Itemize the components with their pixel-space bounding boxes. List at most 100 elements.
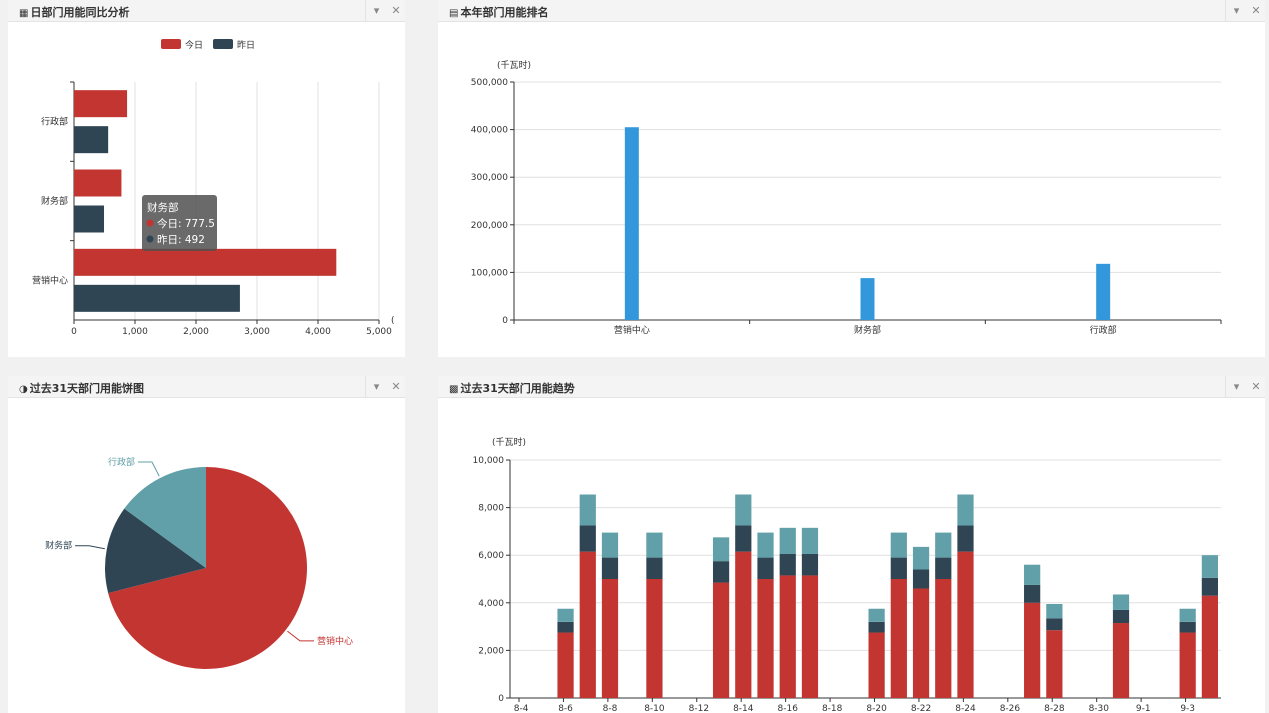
collapse-button[interactable]: ▾ [365, 0, 387, 22]
bar-segment [1024, 602, 1041, 698]
y-tick-label: 财务部 [41, 195, 68, 207]
calendar-icon: ▦ [19, 8, 29, 19]
collapse-button[interactable]: ▾ [1225, 0, 1247, 22]
x-tick-label: 8-26 [1000, 704, 1021, 713]
bar-segment [935, 579, 952, 698]
x-tick-label: 0 [71, 327, 77, 337]
bar-segment [890, 532, 907, 558]
x-tick-label: 1,000 [122, 327, 148, 337]
bar-segment [1201, 555, 1218, 578]
tooltip-box [142, 195, 217, 251]
legend-swatch [161, 39, 181, 49]
bar-segment [579, 551, 596, 698]
bar-segment [1112, 623, 1130, 698]
y-axis-unit: (千瓦时) [497, 59, 531, 71]
bar [74, 90, 128, 118]
collapse-button[interactable]: ▾ [1225, 376, 1247, 398]
x-tick-label: 8-18 [822, 704, 843, 713]
bar-segment [957, 494, 974, 526]
bar-segment [646, 557, 663, 579]
tooltip-title: 财务部 [147, 201, 179, 214]
x-tick-label: 9-1 [1136, 704, 1151, 713]
bar-segment [579, 494, 596, 526]
x-tick-label: 8-10 [644, 704, 665, 713]
pie-label: 财务部 [45, 540, 72, 552]
bar [74, 169, 122, 197]
daily-comparison-chart[interactable]: 今日 昨日 0 1,000 2,000 3,000 4,000 5,000(行政部财务部营销中… [8, 22, 405, 357]
x-tick-label: 营销中心 [614, 324, 650, 336]
close-button[interactable]: ✕ [1247, 376, 1265, 398]
x-tick-label: 8-28 [1044, 704, 1065, 713]
trend-chart[interactable]: (千瓦时) 0 2,000 4,000 6,000 8,000 10,000 8-4 8-6 8-… [438, 398, 1265, 713]
panel-title-text: 日部门用能同比分析 [30, 6, 130, 19]
bar-segment [1179, 621, 1196, 633]
bar [74, 126, 109, 154]
x-tick-label: 5,000 [366, 327, 392, 337]
bar-segment [557, 632, 574, 698]
legend-label: 今日 [185, 39, 203, 51]
tooltip-row: 昨日: 492 [157, 234, 205, 246]
pie-label: 营销中心 [317, 635, 353, 647]
bar-segment [1179, 608, 1196, 622]
panel-title: ◑ 过去31天部门用能饼图 [19, 380, 144, 396]
y-tick-label: 200,000 [471, 221, 508, 231]
bar-segment [757, 532, 774, 558]
pie-icon: ◑ [19, 384, 28, 395]
bar-segment [557, 621, 574, 633]
close-button[interactable]: ✕ [387, 376, 405, 398]
chevron-down-icon: ▾ [1233, 380, 1240, 393]
pie-slice [124, 467, 206, 568]
bar-segment [735, 551, 752, 698]
panel-title-text: 本年部门用能排名 [460, 6, 549, 19]
collapse-button[interactable]: ▾ [365, 376, 387, 398]
bar-segment [779, 575, 796, 698]
y-tick-label: 100,000 [471, 268, 508, 278]
y-tick-label: 8,000 [478, 504, 504, 514]
x-tick-label: 8-16 [778, 704, 799, 713]
bar [624, 127, 639, 320]
ranking-icon: ▤ [449, 8, 459, 19]
panel-title-text: 过去31天部门用能趋势 [460, 382, 575, 395]
bar-segment [1024, 584, 1041, 603]
y-tick-label: 0 [502, 316, 508, 326]
y-tick-label: 营销中心 [32, 274, 68, 286]
bar-segment [1024, 564, 1041, 585]
pie-chart[interactable]: 营销中心 财务部 行政部 [8, 398, 405, 713]
bar-segment [712, 537, 730, 562]
bar-segment [868, 621, 885, 633]
y-tick-label: 0 [498, 694, 504, 704]
panel-title-text: 过去31天部门用能饼图 [29, 382, 145, 395]
tooltip-dot [146, 235, 154, 243]
x-tick-label: 9-3 [1180, 704, 1195, 713]
annual-ranking-chart[interactable]: (千瓦时) 0 100,000 200,000 300,000 400,000 500,00… [438, 22, 1265, 357]
bar-segment [957, 551, 974, 698]
x-tick-label: 行政部 [1090, 324, 1117, 336]
panel-header: ▦ 日部门用能同比分析 ▾ ✕ [8, 0, 405, 22]
bar-segment [646, 579, 663, 698]
x-tick-label: 8-20 [866, 704, 887, 713]
axis-unit-label: ( [391, 316, 395, 326]
bar [74, 248, 337, 276]
y-tick-label: 6,000 [478, 551, 504, 561]
bar-segment [912, 588, 930, 698]
bar-segment [779, 527, 796, 555]
panel-header: ◑ 过去31天部门用能饼图 ▾ ✕ [8, 376, 405, 398]
legend-swatch [213, 39, 233, 49]
x-tick-label: 财务部 [854, 324, 881, 336]
bar [1096, 263, 1111, 320]
bar-segment [1112, 594, 1130, 610]
bar-segment [801, 554, 819, 576]
close-icon: ✕ [1251, 4, 1261, 17]
x-tick-label: 8-24 [955, 704, 976, 713]
bar-segment [735, 525, 752, 552]
y-tick-label: 行政部 [41, 116, 68, 128]
bar-segment [890, 557, 907, 579]
bar-segment [1201, 577, 1218, 596]
x-tick-label: 8-8 [603, 704, 618, 713]
close-button[interactable]: ✕ [1247, 0, 1265, 22]
pie-slice [105, 508, 206, 594]
y-axis-unit: (千瓦时) [492, 436, 526, 448]
chevron-down-icon: ▾ [1233, 4, 1240, 17]
close-button[interactable]: ✕ [387, 0, 405, 22]
close-icon: ✕ [391, 4, 401, 17]
